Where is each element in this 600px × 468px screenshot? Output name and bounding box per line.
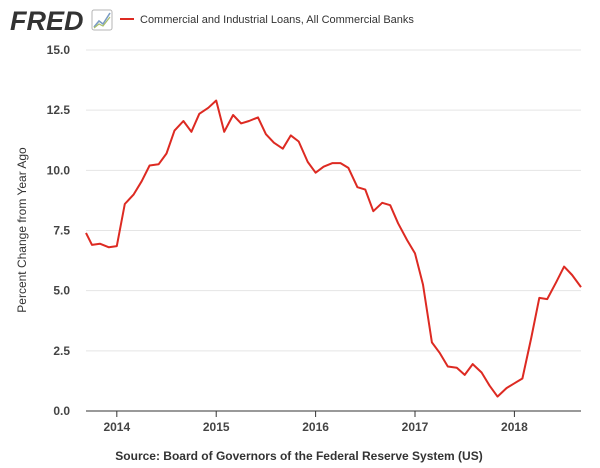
y-tick-label: 12.5 xyxy=(47,103,71,117)
y-axis-ticks: 0.0 2.5 5.0 7.5 10.0 12.5 15.0 xyxy=(47,43,71,418)
series-line xyxy=(85,99,582,398)
x-tick-label: 2016 xyxy=(302,420,329,434)
plot-area xyxy=(85,99,582,398)
x-tick-label: 2015 xyxy=(203,420,230,434)
y-tick-label: 15.0 xyxy=(47,43,71,57)
x-tick-label: 2018 xyxy=(501,420,528,434)
y-tick-label: 0.0 xyxy=(53,404,70,418)
source-note: Source: Board of Governors of the Federa… xyxy=(115,449,482,463)
gridlines xyxy=(86,49,581,352)
legend: Commercial and Industrial Loans, All Com… xyxy=(120,14,414,26)
x-tick-label: 2017 xyxy=(402,420,429,434)
y-tick-label: 7.5 xyxy=(53,224,70,238)
x-tick-label: 2014 xyxy=(103,420,130,434)
fred-logo[interactable]: FRED xyxy=(10,6,113,36)
trend-line-icon xyxy=(91,9,113,31)
fred-logo-text: FRED xyxy=(10,6,84,36)
y-tick-label: 5.0 xyxy=(53,284,70,298)
y-tick-label: 10.0 xyxy=(47,163,71,177)
y-axis-title: Percent Change from Year Ago xyxy=(15,147,29,313)
legend-label: Commercial and Industrial Loans, All Com… xyxy=(140,14,414,26)
y-tick-label: 2.5 xyxy=(53,344,70,358)
x-axis-ticks: 2014 2015 2016 2017 2018 xyxy=(103,411,528,434)
